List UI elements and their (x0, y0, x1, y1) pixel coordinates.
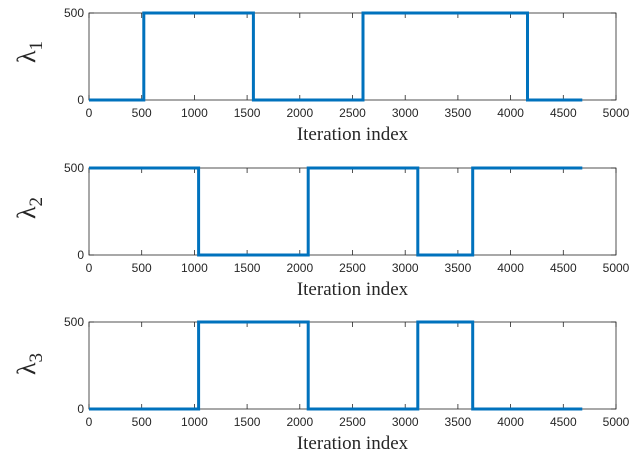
x-axis-label: Iteration index (297, 279, 409, 300)
y-axis-label-symbol: λ (12, 50, 41, 63)
y-tick-label: 500 (64, 161, 84, 175)
y-axis-label-symbol: λ (12, 362, 41, 375)
subplot-1: 0 500 1000 1500 2000 2500 3000 3500 4000 4500 5000… (12, 6, 630, 145)
axes-box (88, 321, 617, 410)
y-tick-label: 0 (77, 93, 84, 107)
axes-box (88, 167, 617, 256)
x-tick-label: 3000 (392, 261, 419, 275)
x-tick-label: 3000 (392, 415, 419, 429)
x-axis-label: Iteration index (297, 433, 409, 454)
x-tick-label: 4000 (497, 415, 524, 429)
x-tick-label: 4500 (550, 415, 577, 429)
x-tick-label: 4500 (550, 261, 577, 275)
series-line-1-1 (89, 11, 583, 102)
x-tick-label: 1000 (181, 415, 208, 429)
x-tick-label: 0 (86, 106, 93, 120)
x-tick-label: 0 (86, 415, 93, 429)
x-tick-label: 2000 (286, 415, 313, 429)
x-tick-label: 1500 (234, 106, 261, 120)
x-tick-label: 3500 (445, 106, 472, 120)
y-axis-label: λ2 (12, 197, 47, 219)
y-tick-label: 0 (77, 402, 84, 416)
x-tick-label: 500 (132, 106, 152, 120)
subplot-3: 0 500 1000 1500 2000 2500 3000 3500 4000 4500 5000… (12, 315, 630, 454)
x-tick-label: 4000 (497, 106, 524, 120)
y-axis-label-subscript: 2 (26, 197, 47, 207)
x-tick-label: 1500 (234, 415, 261, 429)
x-tick-label: 4500 (550, 106, 577, 120)
y-tick-label: 500 (64, 315, 84, 329)
x-tick-label: 2000 (286, 261, 313, 275)
x-tick-label: 2500 (339, 261, 366, 275)
y-tick-label: 500 (64, 6, 84, 20)
x-tick-label: 1500 (234, 261, 261, 275)
x-tick-label: 5000 (603, 415, 630, 429)
y-axis-label-subscript: 3 (26, 353, 47, 363)
x-tick-label: 5000 (603, 261, 630, 275)
x-tick-label: 0 (86, 261, 93, 275)
axes-box (88, 12, 617, 101)
x-tick-label: 1000 (181, 106, 208, 120)
y-axis-label: λ1 (12, 41, 47, 63)
x-axis-label: Iteration index (297, 124, 409, 145)
x-tick-label: 3000 (392, 106, 419, 120)
x-tick-label: 5000 (603, 106, 630, 120)
x-tick-label: 1000 (181, 261, 208, 275)
y-axis-label-symbol: λ (12, 206, 41, 219)
series-line-2-1 (89, 166, 583, 257)
series-line-3-1 (89, 320, 583, 411)
y-tick-label: 0 (77, 248, 84, 262)
x-tick-label: 2500 (339, 415, 366, 429)
x-tick-label: 2500 (339, 106, 366, 120)
x-tick-label: 3500 (445, 261, 472, 275)
subplot-2: 0 500 1000 1500 2000 2500 3000 3500 4000 4500 5000… (12, 161, 630, 300)
x-tick-label: 4000 (497, 261, 524, 275)
y-axis-label: λ3 (12, 353, 47, 375)
y-axis-label-subscript: 1 (26, 41, 47, 51)
x-tick-label: 500 (132, 261, 152, 275)
x-tick-label: 3500 (445, 415, 472, 429)
x-tick-label: 500 (132, 415, 152, 429)
x-tick-label: 2000 (286, 106, 313, 120)
